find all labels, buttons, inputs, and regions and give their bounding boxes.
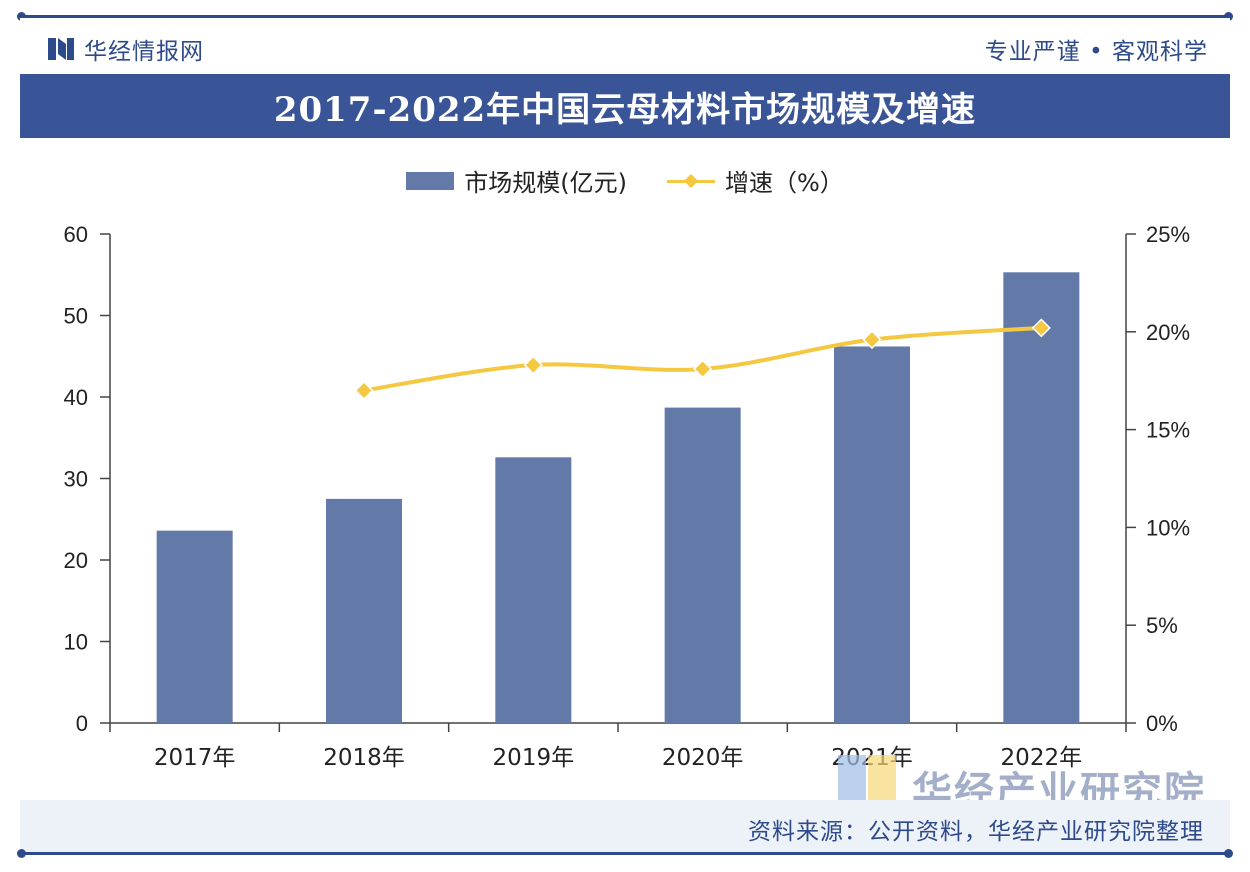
- slogan: 专业严谨 • 客观科学: [984, 39, 1208, 65]
- left-axis-tick-label: 20: [64, 548, 88, 573]
- right-axis-tick-label: 0%: [1146, 711, 1178, 736]
- bar: [156, 530, 233, 723]
- title-bar: 2017-2022年中国云母材料市场规模及增速: [20, 74, 1230, 138]
- growth-rate-point: [1031, 318, 1051, 338]
- bottom-divider: [17, 849, 1233, 858]
- bar: [326, 498, 402, 723]
- legend: 市场规模(亿元) 增速（%）: [0, 163, 1250, 198]
- growth-rate-point: [523, 355, 543, 375]
- left-axis-tick-label: 10: [64, 630, 88, 655]
- left-axis-tick-label: 60: [64, 222, 88, 247]
- growth-rate-point: [693, 359, 713, 379]
- x-axis-tick-label: 2022年: [1001, 745, 1083, 771]
- growth-rate-point: [354, 380, 374, 401]
- right-axis-tick-label: 15%: [1146, 418, 1190, 443]
- left-axis-tick-label: 40: [64, 385, 88, 410]
- bar: [495, 457, 572, 723]
- source-note: 资料来源：公开资料，华经产业研究院整理: [748, 819, 1204, 845]
- left-axis-tick-label: 30: [64, 467, 88, 492]
- legend-line-swatch: [666, 171, 715, 191]
- bar: [664, 407, 741, 723]
- legend-line-label: 增速（%）: [724, 169, 844, 197]
- brand-name: 华经情报网: [84, 39, 204, 65]
- left-axis-tick-label: 0: [76, 711, 88, 736]
- header: 华经情报网 专业严谨 • 客观科学: [20, 18, 1230, 74]
- right-axis-tick-label: 25%: [1146, 222, 1190, 247]
- x-axis-tick-label: 2019年: [493, 745, 575, 771]
- chart-title: 2017-2022年中国云母材料市场规模及增速: [273, 89, 977, 130]
- x-axis-tick-label: 2018年: [323, 745, 405, 771]
- right-axis-tick-label: 20%: [1146, 320, 1190, 345]
- growth-rate-point: [862, 330, 882, 350]
- bar: [834, 346, 910, 723]
- right-axis-tick-label: 10%: [1146, 515, 1190, 540]
- growth-rate-line: [363, 325, 1042, 393]
- left-axis-tick-label: 50: [64, 304, 88, 329]
- bar: [1003, 272, 1080, 723]
- legend-bar-swatch: [406, 171, 455, 190]
- source-bar: [20, 800, 1230, 852]
- brand-logo-icon: [48, 38, 74, 60]
- legend-item-line: 增速（%）: [666, 163, 844, 198]
- legend-item-bar: 市场规模(亿元): [406, 163, 627, 198]
- legend-bar-label: 市场规模(亿元): [464, 169, 627, 197]
- x-axis-tick-label: 2020年: [662, 745, 744, 771]
- right-axis-tick-label: 5%: [1146, 613, 1178, 638]
- x-axis-tick-label: 2017年: [154, 745, 236, 771]
- brand-logo: 华经情报网: [48, 32, 204, 66]
- top-divider: [17, 12, 1233, 21]
